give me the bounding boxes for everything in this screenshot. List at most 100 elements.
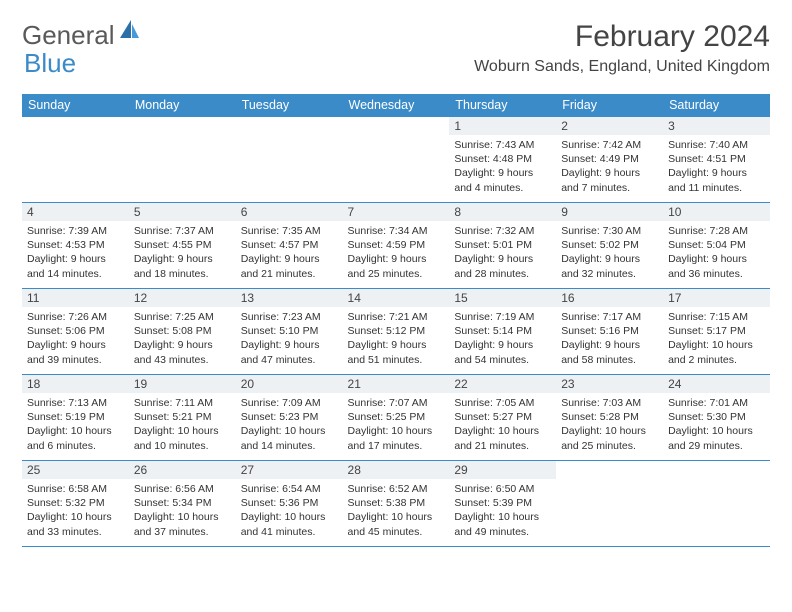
- sunset-text: Sunset: 5:02 PM: [561, 238, 658, 252]
- sunset-text: Sunset: 5:23 PM: [241, 410, 338, 424]
- calendar-cell: [236, 117, 343, 203]
- daylight-text: Daylight: 9 hours and 47 minutes.: [241, 338, 338, 366]
- daylight-text: Daylight: 9 hours and 4 minutes.: [454, 166, 551, 194]
- daylight-text: Daylight: 9 hours and 43 minutes.: [134, 338, 231, 366]
- day-details: Sunrise: 6:58 AMSunset: 5:32 PMDaylight:…: [27, 482, 124, 539]
- sunrise-text: Sunrise: 7:37 AM: [134, 224, 231, 238]
- calendar-cell: [343, 117, 450, 203]
- sunset-text: Sunset: 5:36 PM: [241, 496, 338, 510]
- day-number: 2: [556, 117, 663, 135]
- calendar-cell: 17Sunrise: 7:15 AMSunset: 5:17 PMDayligh…: [663, 289, 770, 375]
- calendar-cell: [663, 461, 770, 547]
- day-details: Sunrise: 7:07 AMSunset: 5:25 PMDaylight:…: [348, 396, 445, 453]
- day-number: 27: [236, 461, 343, 479]
- col-wednesday: Wednesday: [343, 94, 450, 117]
- sunset-text: Sunset: 5:27 PM: [454, 410, 551, 424]
- day-details: Sunrise: 7:03 AMSunset: 5:28 PMDaylight:…: [561, 396, 658, 453]
- day-details: Sunrise: 7:28 AMSunset: 5:04 PMDaylight:…: [668, 224, 765, 281]
- daylight-text: Daylight: 9 hours and 14 minutes.: [27, 252, 124, 280]
- day-number: 4: [22, 203, 129, 221]
- calendar-cell: 22Sunrise: 7:05 AMSunset: 5:27 PMDayligh…: [449, 375, 556, 461]
- day-number: 9: [556, 203, 663, 221]
- day-number: 6: [236, 203, 343, 221]
- calendar-cell: 29 Sunrise: 6:50 AMSunset: 5:39 PMDayligh…: [449, 461, 556, 547]
- daylight-text: Daylight: 9 hours and 54 minutes.: [454, 338, 551, 366]
- calendar-cell: 21Sunrise: 7:07 AMSunset: 5:25 PMDayligh…: [343, 375, 450, 461]
- sunset-text: Sunset: 5:08 PM: [134, 324, 231, 338]
- day-number: [343, 117, 450, 121]
- day-number: [663, 461, 770, 465]
- daylight-text: Daylight: 10 hours and 37 minutes.: [134, 510, 231, 538]
- day-number: 18: [22, 375, 129, 393]
- calendar-cell: 11 Sunrise: 7:26 AMSunset: 5:06 PMDayligh…: [22, 289, 129, 375]
- day-details: Sunrise: 7:11 AMSunset: 5:21 PMDaylight:…: [134, 396, 231, 453]
- day-number: 8: [449, 203, 556, 221]
- calendar-cell: 15Sunrise: 7:19 AMSunset: 5:14 PMDayligh…: [449, 289, 556, 375]
- day-number: 1: [449, 117, 556, 135]
- day-details: Sunrise: 7:35 AMSunset: 4:57 PMDaylight:…: [241, 224, 338, 281]
- sunset-text: Sunset: 4:55 PM: [134, 238, 231, 252]
- sunset-text: Sunset: 5:19 PM: [27, 410, 124, 424]
- day-details: Sunrise: 6:54 AMSunset: 5:36 PMDaylight:…: [241, 482, 338, 539]
- calendar-cell: 25Sunrise: 6:58 AMSunset: 5:32 PMDayligh…: [22, 461, 129, 547]
- day-number: 28: [343, 461, 450, 479]
- daylight-text: Daylight: 10 hours and 2 minutes.: [668, 338, 765, 366]
- calendar-cell: 6 Sunrise: 7:35 AMSunset: 4:57 PMDaylight…: [236, 203, 343, 289]
- calendar-row: 11 Sunrise: 7:26 AMSunset: 5:06 PMDayligh…: [22, 289, 770, 375]
- calendar-cell: 28Sunrise: 6:52 AMSunset: 5:38 PMDayligh…: [343, 461, 450, 547]
- day-details: Sunrise: 7:13 AMSunset: 5:19 PMDaylight:…: [27, 396, 124, 453]
- sunset-text: Sunset: 5:25 PM: [348, 410, 445, 424]
- daylight-text: Daylight: 9 hours and 21 minutes.: [241, 252, 338, 280]
- calendar-row: 25Sunrise: 6:58 AMSunset: 5:32 PMDayligh…: [22, 461, 770, 547]
- day-details: Sunrise: 6:56 AMSunset: 5:34 PMDaylight:…: [134, 482, 231, 539]
- day-details: Sunrise: 7:23 AMSunset: 5:10 PMDaylight:…: [241, 310, 338, 367]
- day-details: Sunrise: 7:26 AMSunset: 5:06 PMDaylight:…: [27, 310, 124, 367]
- day-number: 29: [449, 461, 556, 479]
- day-number: 24: [663, 375, 770, 393]
- sunset-text: Sunset: 5:38 PM: [348, 496, 445, 510]
- day-details: Sunrise: 7:34 AMSunset: 4:59 PMDaylight:…: [348, 224, 445, 281]
- calendar-cell: 26Sunrise: 6:56 AMSunset: 5:34 PMDayligh…: [129, 461, 236, 547]
- calendar-cell: [22, 117, 129, 203]
- day-number: 3: [663, 117, 770, 135]
- day-number: 5: [129, 203, 236, 221]
- day-details: Sunrise: 7:43 AMSunset: 4:48 PMDaylight:…: [454, 138, 551, 195]
- day-number: 16: [556, 289, 663, 307]
- title-block: February 2024 Woburn Sands, England, Uni…: [474, 20, 770, 76]
- sunrise-text: Sunrise: 7:42 AM: [561, 138, 658, 152]
- calendar-cell: 7Sunrise: 7:34 AMSunset: 4:59 PMDaylight…: [343, 203, 450, 289]
- col-friday: Friday: [556, 94, 663, 117]
- sunrise-text: Sunrise: 7:40 AM: [668, 138, 765, 152]
- sunset-text: Sunset: 5:30 PM: [668, 410, 765, 424]
- sunrise-text: Sunrise: 6:56 AM: [134, 482, 231, 496]
- sunrise-text: Sunrise: 7:01 AM: [668, 396, 765, 410]
- daylight-text: Daylight: 10 hours and 25 minutes.: [561, 424, 658, 452]
- calendar-row: 4Sunrise: 7:39 AMSunset: 4:53 PMDaylight…: [22, 203, 770, 289]
- calendar-cell: 10 Sunrise: 7:28 AMSunset: 5:04 PMDayligh…: [663, 203, 770, 289]
- col-saturday: Saturday: [663, 94, 770, 117]
- day-number: 13: [236, 289, 343, 307]
- calendar-cell: 13 Sunrise: 7:23 AMSunset: 5:10 PMDayligh…: [236, 289, 343, 375]
- day-number: 10: [663, 203, 770, 221]
- daylight-text: Daylight: 9 hours and 7 minutes.: [561, 166, 658, 194]
- location-label: Woburn Sands, England, United Kingdom: [474, 58, 770, 76]
- daylight-text: Daylight: 10 hours and 33 minutes.: [27, 510, 124, 538]
- day-number: 11: [22, 289, 129, 307]
- sunset-text: Sunset: 4:49 PM: [561, 152, 658, 166]
- sunrise-text: Sunrise: 7:15 AM: [668, 310, 765, 324]
- calendar-row: 18 Sunrise: 7:13 AMSunset: 5:19 PMDayligh…: [22, 375, 770, 461]
- sunset-text: Sunset: 5:06 PM: [27, 324, 124, 338]
- sunset-text: Sunset: 5:17 PM: [668, 324, 765, 338]
- calendar-cell: 18 Sunrise: 7:13 AMSunset: 5:19 PMDayligh…: [22, 375, 129, 461]
- day-details: Sunrise: 7:37 AMSunset: 4:55 PMDaylight:…: [134, 224, 231, 281]
- day-number: [236, 117, 343, 121]
- calendar-cell: [129, 117, 236, 203]
- day-number: [129, 117, 236, 121]
- daylight-text: Daylight: 10 hours and 10 minutes.: [134, 424, 231, 452]
- logo: General: [22, 20, 141, 51]
- daylight-text: Daylight: 9 hours and 28 minutes.: [454, 252, 551, 280]
- sunrise-text: Sunrise: 7:28 AM: [668, 224, 765, 238]
- day-number: [22, 117, 129, 121]
- day-details: Sunrise: 6:50 AMSunset: 5:39 PMDaylight:…: [454, 482, 551, 539]
- sunrise-text: Sunrise: 7:35 AM: [241, 224, 338, 238]
